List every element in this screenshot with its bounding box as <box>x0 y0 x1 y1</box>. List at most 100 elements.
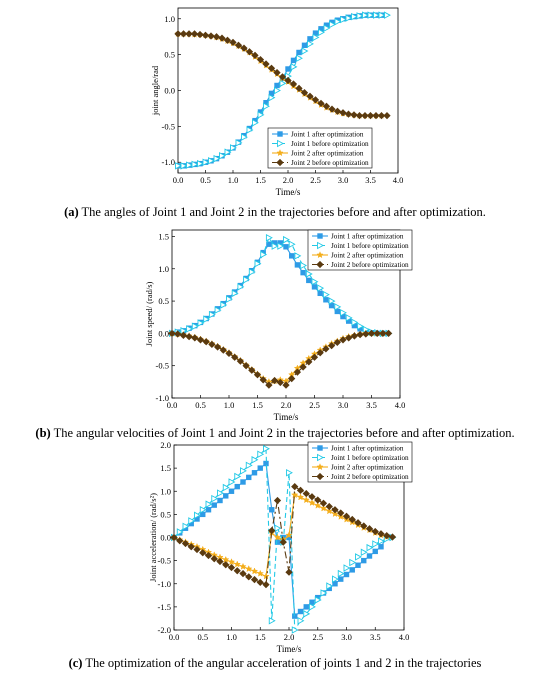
legend-marker <box>316 472 324 481</box>
data-point <box>252 119 259 127</box>
data-point <box>367 11 375 19</box>
legend-label: Joint 1 after optimization <box>331 233 404 241</box>
data-point <box>262 572 270 580</box>
data-point <box>362 330 370 338</box>
data-point <box>273 496 282 505</box>
data-point <box>345 334 353 342</box>
data-point <box>246 126 254 134</box>
series-2 <box>171 444 397 634</box>
legend-marker <box>317 453 324 462</box>
data-point <box>284 76 292 85</box>
data-point <box>360 522 368 530</box>
series-2 <box>175 11 391 170</box>
data-point <box>179 331 188 339</box>
x-tick-label: 2.5 <box>312 632 323 642</box>
data-point <box>257 111 265 119</box>
data-point <box>320 589 328 597</box>
y-tick-label: -1.5 <box>158 602 171 612</box>
data-point <box>328 105 336 113</box>
data-point <box>345 14 353 22</box>
x-tick-label: 0.0 <box>169 632 180 642</box>
data-point <box>208 157 215 165</box>
x-axis-label: Time/s <box>274 412 299 422</box>
y-tick-label: 0.5 <box>160 509 171 519</box>
data-point <box>300 261 308 270</box>
y-tick-label: 0.0 <box>160 533 171 543</box>
y-tick-label: 0.0 <box>158 328 169 338</box>
legend-label: Joint 1 before optimization <box>331 454 409 462</box>
data-point <box>240 44 248 52</box>
legend-label: Joint 2 before optimization <box>331 473 409 481</box>
y-tick-label: 2.0 <box>160 440 171 450</box>
data-point <box>270 376 279 385</box>
caption-c-label: (c) <box>68 656 83 670</box>
data-point <box>296 486 305 494</box>
data-point <box>251 51 259 59</box>
data-point <box>283 235 290 244</box>
data-point <box>350 332 359 340</box>
data-point <box>236 357 245 365</box>
data-point <box>185 332 193 341</box>
data-point <box>362 11 369 19</box>
x-tick-label: 0.0 <box>167 400 178 410</box>
data-point <box>350 111 358 119</box>
data-point <box>291 491 299 499</box>
data-point <box>357 322 365 331</box>
data-point <box>253 371 262 379</box>
data-point <box>279 79 287 88</box>
data-point <box>234 483 240 490</box>
data-point <box>351 12 358 21</box>
x-tick-label: 2.0 <box>283 175 294 185</box>
legend-box <box>307 229 413 271</box>
data-point <box>211 502 217 508</box>
legend-label: Joint 1 before optimization <box>331 242 409 250</box>
data-point <box>343 564 351 572</box>
legend-marker <box>317 233 323 239</box>
data-point <box>378 11 386 19</box>
data-point <box>205 507 212 513</box>
data-point <box>240 467 247 475</box>
data-point <box>168 329 176 338</box>
data-point <box>377 530 385 538</box>
data-point <box>188 517 196 525</box>
data-point <box>299 363 307 371</box>
data-point <box>314 596 322 604</box>
y-tick-label: -0.5 <box>156 361 169 371</box>
data-point <box>248 268 256 276</box>
data-point <box>355 553 362 561</box>
data-point <box>246 474 252 481</box>
x-axis-label: Time/s <box>276 187 301 197</box>
data-point <box>351 318 359 327</box>
data-point <box>250 567 259 575</box>
data-point <box>222 561 230 569</box>
y-axis-label: Joint acceleration/ (rad/s²) <box>148 493 158 582</box>
data-point <box>224 148 232 156</box>
data-point <box>311 284 318 290</box>
data-point <box>311 96 320 104</box>
data-point <box>227 563 236 572</box>
x-tick-label: 1.5 <box>255 632 266 642</box>
data-point <box>379 329 387 338</box>
data-point <box>282 381 290 389</box>
data-point <box>316 349 324 357</box>
data-point <box>269 507 275 513</box>
data-point <box>231 289 239 298</box>
caption-c: (c) The optimization of the angular acce… <box>0 656 550 671</box>
legend-marker <box>316 463 324 471</box>
legend-box <box>267 127 373 169</box>
legend-box <box>307 441 413 483</box>
caption-a-label: (a) <box>64 205 79 219</box>
data-point <box>219 152 226 160</box>
data-point <box>223 493 229 499</box>
data-point <box>373 11 380 19</box>
data-point <box>323 24 331 32</box>
y-tick-label: 1.0 <box>164 14 175 24</box>
data-point <box>234 41 243 49</box>
x-tick-label: 4.0 <box>399 632 410 642</box>
data-point <box>251 456 259 464</box>
x-tick-label: 4.0 <box>393 175 404 185</box>
series-3 <box>174 29 386 119</box>
data-point <box>342 512 351 520</box>
data-point <box>271 242 279 250</box>
data-point <box>334 17 342 26</box>
